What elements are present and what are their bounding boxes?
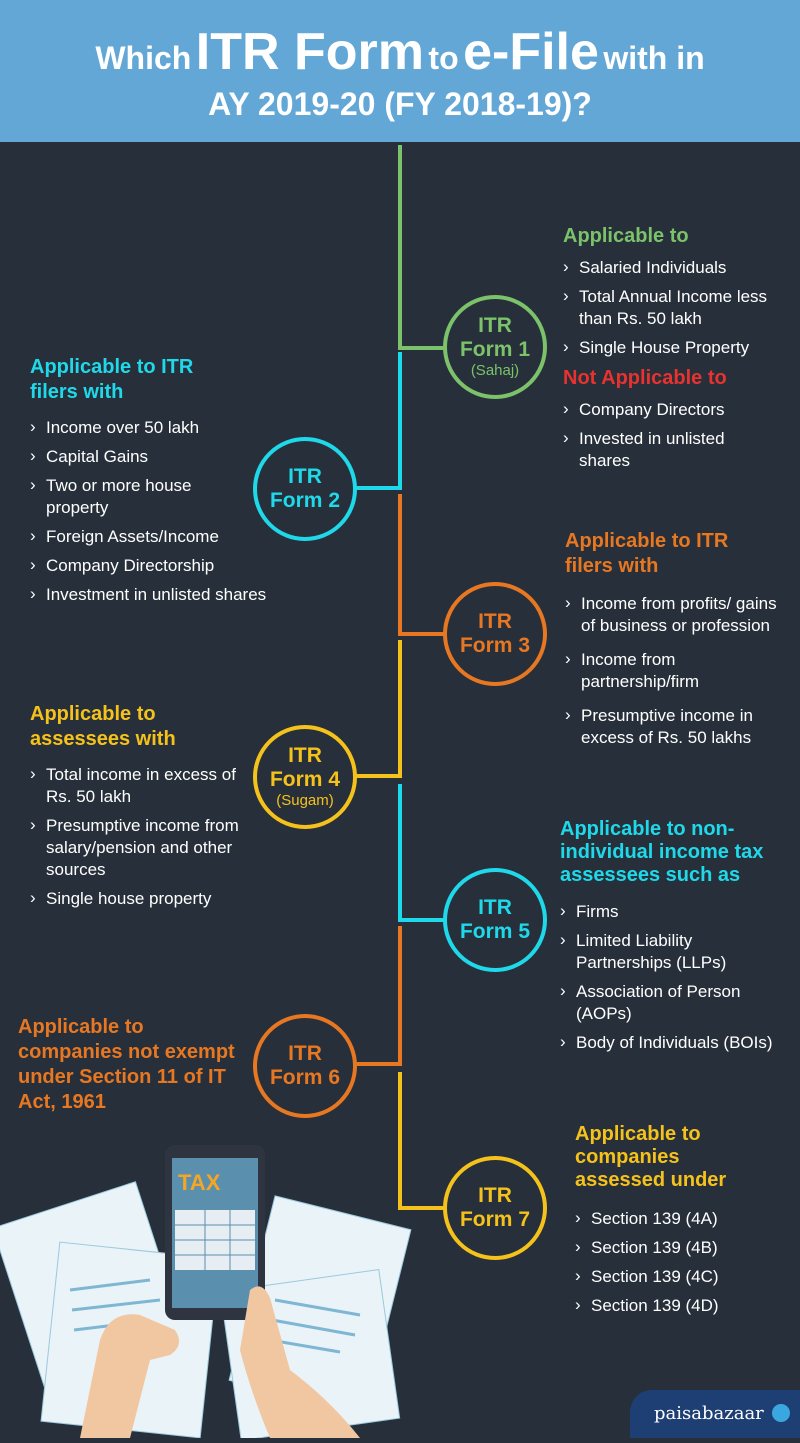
left-hand: [80, 1314, 179, 1438]
itr2-details: Applicable to ITR filers with Income ove…: [30, 355, 310, 613]
connector-itr2: [356, 352, 402, 490]
list-item: Income over 50 lakh: [30, 416, 310, 439]
right-hand: [240, 1286, 360, 1438]
list-item: Section 139 (4C): [575, 1265, 785, 1288]
itr4-details: Applicable to assessees with Total incom…: [30, 702, 265, 917]
list-item: Presumptive income in excess of Rs. 50 l…: [565, 704, 787, 749]
itr-form-1-badge: ITR Form 1 (Sahaj): [443, 295, 547, 399]
connector-itr1: [398, 145, 444, 350]
itr-form-5-badge: ITR Form 5: [443, 868, 547, 972]
list-item: Total income in excess of Rs. 50 lakh: [30, 763, 246, 808]
form-label: ITR: [288, 744, 322, 767]
itr1-applicable-list: Salaried Individuals Total Annual Income…: [563, 256, 778, 359]
brand-dot-icon: [772, 1404, 790, 1422]
list-item: Total Annual Income less than Rs. 50 lak…: [563, 285, 778, 330]
itr7-heading: Applicable to companies assessed under: [575, 1123, 727, 1191]
title-word: e-File: [463, 23, 599, 81]
itr7-details: Applicable to companies assessed under S…: [575, 1123, 785, 1324]
list-item: Two or more house property: [30, 474, 236, 519]
phone-form-grid: [175, 1210, 255, 1270]
title-word: to: [428, 40, 459, 76]
form-label: ITR: [288, 465, 322, 488]
itr-form-4-badge: ITR Form 4 (Sugam): [253, 725, 357, 829]
list-item: Income from profits/ gains of business o…: [565, 592, 787, 637]
list-item: Company Directors: [563, 398, 778, 421]
itr3-heading: Applicable to ITR filers with: [565, 530, 729, 577]
connector-itr3: [398, 494, 444, 636]
title-word: Which: [95, 40, 192, 76]
itr5-list: Firms Limited Liability Partnerships (LL…: [560, 900, 795, 1054]
form-label: Form 2: [269, 489, 340, 512]
title-line-2: AY 2019-20 (FY 2018-19)?: [208, 86, 592, 122]
itr1-not-applicable-heading: Not Applicable to: [563, 367, 727, 389]
connector-itr7: [398, 1072, 444, 1210]
list-item: Capital Gains: [30, 445, 310, 468]
phone-tax-label: TAX: [178, 1170, 221, 1195]
itr3-list: Income from profits/ gains of business o…: [565, 592, 787, 749]
brand-name: paisabazaar: [654, 1403, 764, 1424]
title-word: ITR Form: [195, 23, 424, 81]
form-subtitle: (Sugam): [276, 792, 334, 809]
itr6-details: Applicable to companies not exempt under…: [18, 1015, 248, 1115]
connector-itr5: [398, 784, 444, 922]
itr2-heading: Applicable to ITR filers with: [30, 356, 194, 403]
form-label: ITR: [478, 896, 512, 919]
form-label: Form 4: [269, 768, 340, 791]
form-label: Form 3: [459, 634, 530, 657]
itr2-list: Income over 50 lakh Capital Gains Two or…: [30, 416, 310, 606]
itr5-heading: Applicable to non-individual income tax …: [560, 818, 764, 886]
list-item: Income from partnership/firm: [565, 648, 731, 693]
list-item: Section 139 (4A): [575, 1207, 785, 1230]
list-item: Single house property: [30, 887, 265, 910]
form-label: Form 1: [459, 338, 530, 361]
connector-itr6: [356, 926, 402, 1066]
title-word: with in: [603, 40, 705, 76]
itr-form-7-badge: ITR Form 7: [443, 1156, 547, 1260]
page-header: Which ITR Form to e-File with in AY 2019…: [0, 0, 800, 142]
tax-phone-illustration: TAX: [0, 1140, 420, 1441]
form-label: ITR: [478, 314, 512, 337]
form-label: ITR: [478, 1184, 512, 1207]
itr5-details: Applicable to non-individual income tax …: [560, 818, 795, 1061]
brand-badge: paisabazaar: [630, 1390, 800, 1438]
list-item: Salaried Individuals: [563, 256, 778, 279]
list-item: Single House Property: [563, 336, 778, 359]
title-line-1: Which ITR Form to e-File with in: [0, 20, 800, 84]
itr-form-3-badge: ITR Form 3: [443, 582, 547, 686]
itr3-details: Applicable to ITR filers with Income fro…: [565, 529, 787, 756]
form-label: Form 5: [459, 920, 530, 943]
list-item: Company Directorship: [30, 554, 310, 577]
list-item: Foreign Assets/Income: [30, 525, 310, 548]
list-item: Association of Person (AOPs): [560, 980, 776, 1025]
itr1-applicable-heading: Applicable to: [563, 225, 689, 247]
list-item: Investment in unlisted shares: [30, 583, 310, 606]
form-label: Form 7: [459, 1208, 530, 1231]
connector-itr4: [356, 640, 402, 778]
list-item: Presumptive income from salary/pension a…: [30, 814, 265, 881]
list-item: Invested in unlisted shares: [563, 427, 778, 472]
itr1-not-applicable-list: Company Directors Invested in unlisted s…: [563, 398, 778, 472]
itr1-details: Applicable to Salaried Individuals Total…: [563, 224, 778, 479]
form-subtitle: (Sahaj): [470, 362, 520, 379]
itr6-heading: Applicable to companies not exempt under…: [18, 1016, 235, 1113]
tax-illustration-svg: TAX: [0, 1145, 412, 1441]
itr-form-6-badge: ITR Form 6: [253, 1014, 357, 1118]
form-label: ITR: [288, 1042, 322, 1065]
itr7-list: Section 139 (4A) Section 139 (4B) Sectio…: [575, 1207, 785, 1317]
form-label: Form 6: [269, 1066, 340, 1089]
list-item: Body of Individuals (BOIs): [560, 1031, 795, 1054]
list-item: Firms: [560, 900, 795, 923]
list-item: Limited Liability Partnerships (LLPs): [560, 929, 746, 974]
list-item: Section 139 (4D): [575, 1294, 785, 1317]
itr4-list: Total income in excess of Rs. 50 lakh Pr…: [30, 763, 265, 910]
itr4-heading: Applicable to assessees with: [30, 703, 176, 750]
list-item: Section 139 (4B): [575, 1236, 785, 1259]
form-label: ITR: [478, 610, 512, 633]
